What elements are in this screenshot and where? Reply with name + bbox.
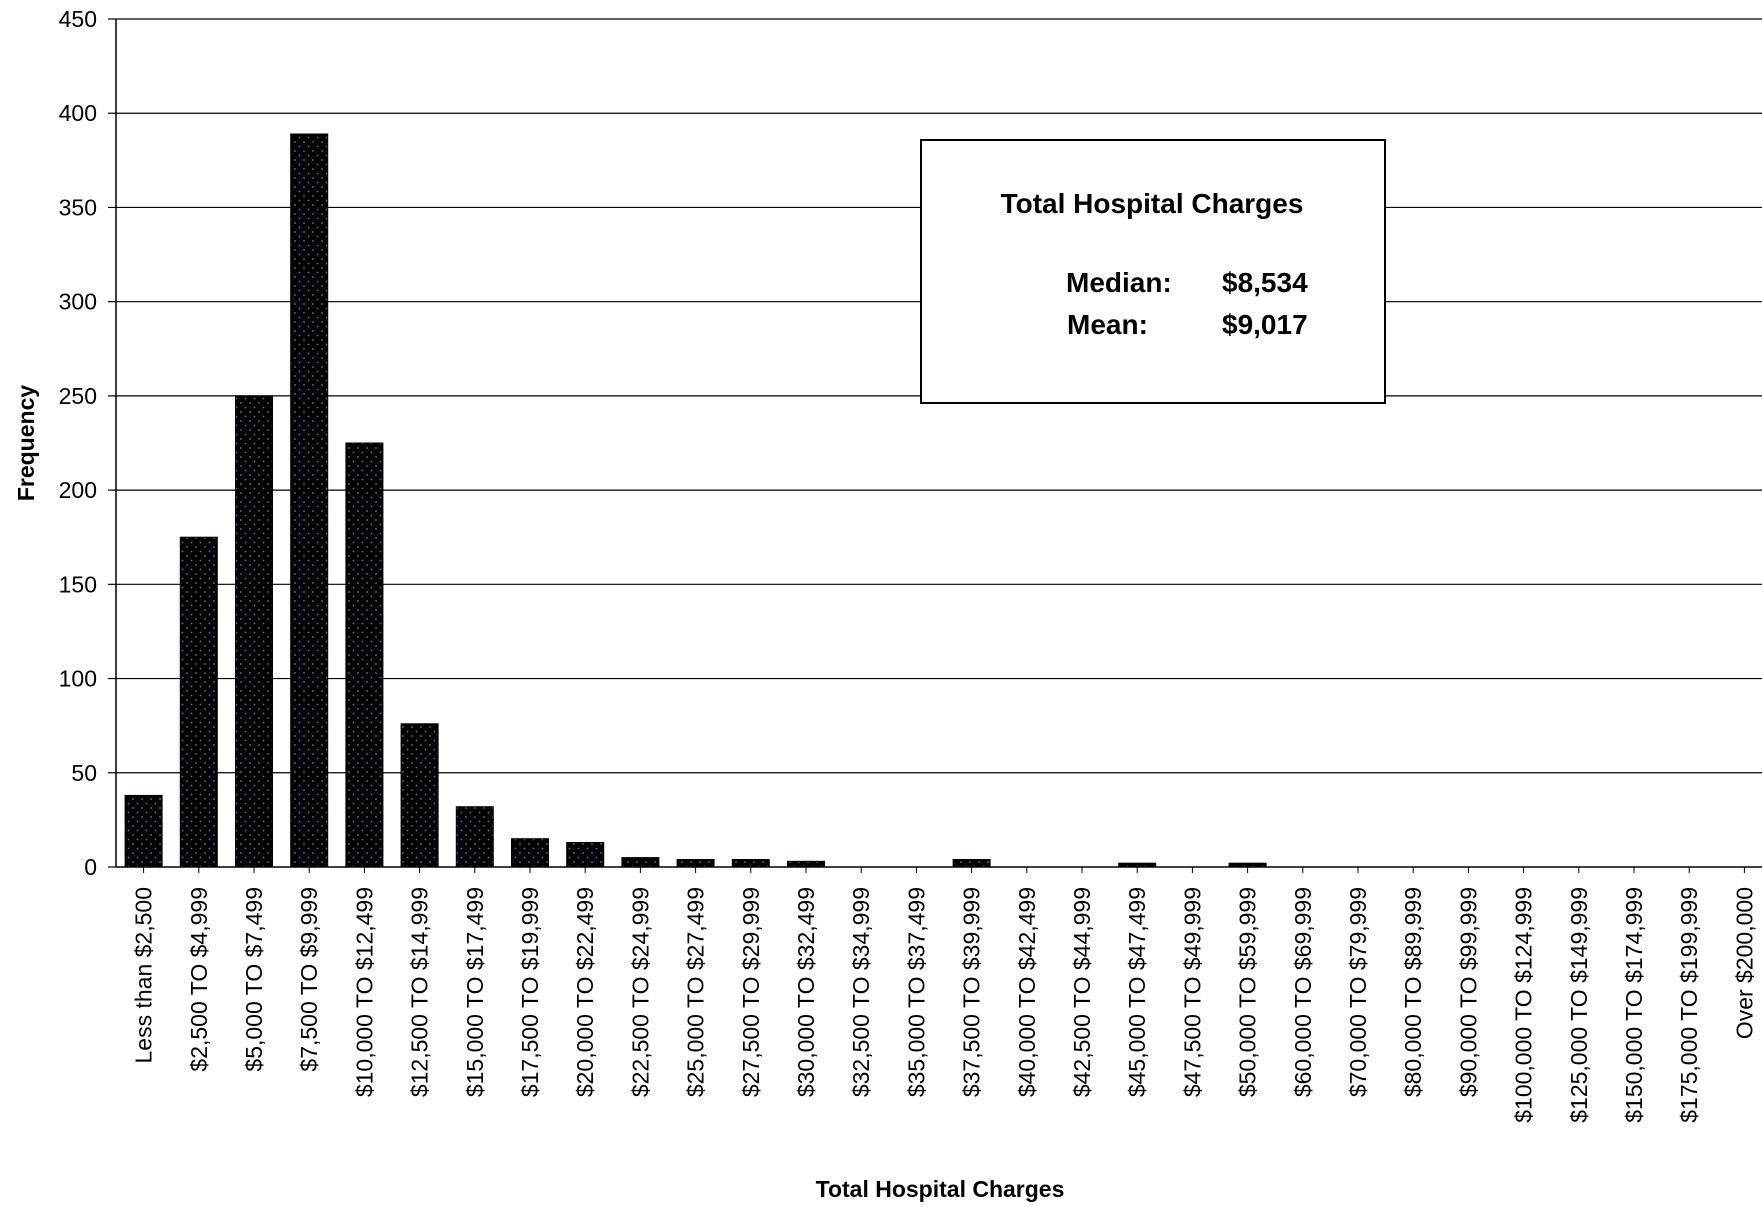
x-tick-label-17: $42,500 TO $44,999 <box>1069 887 1095 1097</box>
bar-0 <box>124 794 163 868</box>
x-tick-label-8: $20,000 TO $22,499 <box>572 887 598 1097</box>
bar-7 <box>511 838 549 868</box>
x-tick-label-4: $10,000 TO $12,499 <box>351 887 377 1097</box>
x-tick-label-23: $80,000 TO $89,999 <box>1400 887 1426 1097</box>
y-tick-label-4: 200 <box>59 477 97 503</box>
x-tick-label-1: $2,500 TO $4,999 <box>186 887 212 1072</box>
axes <box>115 19 1762 868</box>
x-tick-label-15: $37,500 TO $39,999 <box>959 887 985 1097</box>
x-tick-label-20: $50,000 TO $59,999 <box>1235 887 1261 1097</box>
bar-15 <box>952 859 991 868</box>
y-tick-label-5: 250 <box>59 383 97 409</box>
bar-4 <box>345 442 384 868</box>
y-axis-title: Frequency <box>13 385 39 502</box>
x-tick-label-2: $5,000 TO $7,499 <box>241 887 267 1072</box>
x-tick-label-24: $90,000 TO $99,999 <box>1455 887 1481 1097</box>
x-tick-label-12: $30,000 TO $32,499 <box>793 887 819 1097</box>
x-tick-label-6: $15,000 TO $17,499 <box>462 887 488 1097</box>
x-tick-label-26: $125,000 TO $149,999 <box>1566 887 1592 1123</box>
x-tick-label-16: $40,000 TO $42,499 <box>1014 887 1040 1097</box>
mean-label: Mean: <box>1067 309 1148 340</box>
x-tick-label-28: $175,000 TO $199,999 <box>1676 887 1702 1123</box>
y-tick-label-0: 0 <box>84 854 97 880</box>
x-tick-label-5: $12,500 TO $14,999 <box>407 887 433 1097</box>
bar-10 <box>676 859 715 868</box>
x-tick-label-21: $60,000 TO $69,999 <box>1290 887 1316 1097</box>
x-tick-label-25: $100,000 TO $124,999 <box>1511 887 1537 1123</box>
y-tick-label-7: 350 <box>59 194 97 220</box>
x-tick-label-10: $25,000 TO $27,499 <box>683 887 709 1097</box>
median-label: Median: <box>1066 267 1172 298</box>
bar-5 <box>400 723 439 868</box>
x-axis-title: Total Hospital Charges <box>816 1176 1065 1202</box>
x-tick-label-13: $32,500 TO $34,999 <box>848 887 874 1097</box>
median-value: $8,534 <box>1222 267 1308 298</box>
x-tick-label-22: $70,000 TO $79,999 <box>1345 887 1371 1097</box>
bar-1 <box>179 536 218 868</box>
mean-value: $9,017 <box>1222 309 1308 340</box>
annotation-frame <box>920 139 1386 404</box>
bar-3 <box>290 133 329 868</box>
x-tick-labels: Less than $2,500 $2,500 TO $4,999 $5,000 T… <box>131 867 1757 1123</box>
x-tick-label-0: Less than $2,500 <box>131 887 157 1063</box>
bar-6 <box>455 806 494 868</box>
x-tick-label-9: $22,500 TO $24,999 <box>627 887 653 1097</box>
x-tick-label-3: $7,500 TO $9,999 <box>296 887 322 1072</box>
bar-11 <box>731 859 770 868</box>
x-tick-label-11: $27,500 TO $29,999 <box>738 887 764 1097</box>
bar-12 <box>787 860 825 868</box>
bar-9 <box>621 857 660 868</box>
x-tick-label-27: $150,000 TO $174,999 <box>1621 887 1647 1123</box>
stats-annotation-box: Total Hospital Charges Median: $8,534 Me… <box>920 139 1386 404</box>
y-tick-label-2: 100 <box>59 666 97 692</box>
y-tick-label-6: 300 <box>59 289 97 315</box>
y-tick-label-1: 50 <box>71 760 97 786</box>
x-tick-label-14: $35,000 TO $37,499 <box>903 887 929 1097</box>
y-tick-label-9: 450 <box>59 6 97 32</box>
x-tick-label-7: $17,500 TO $19,999 <box>517 887 543 1097</box>
x-tick-label-18: $45,000 TO $47,499 <box>1124 887 1150 1097</box>
annotation-title: Total Hospital Charges <box>1001 188 1304 219</box>
bar-8 <box>566 842 605 868</box>
x-tick-label-19: $47,500 TO $49,999 <box>1179 887 1205 1097</box>
y-tick-labels: 0 50 100 150 200 250 300 350 400 450 <box>59 6 116 880</box>
y-tick-label-8: 400 <box>59 100 97 126</box>
bar-2 <box>235 395 273 868</box>
bars <box>124 133 1267 868</box>
x-tick-label-29: Over $200,000 <box>1731 887 1757 1039</box>
y-tick-label-3: 150 <box>59 571 97 597</box>
